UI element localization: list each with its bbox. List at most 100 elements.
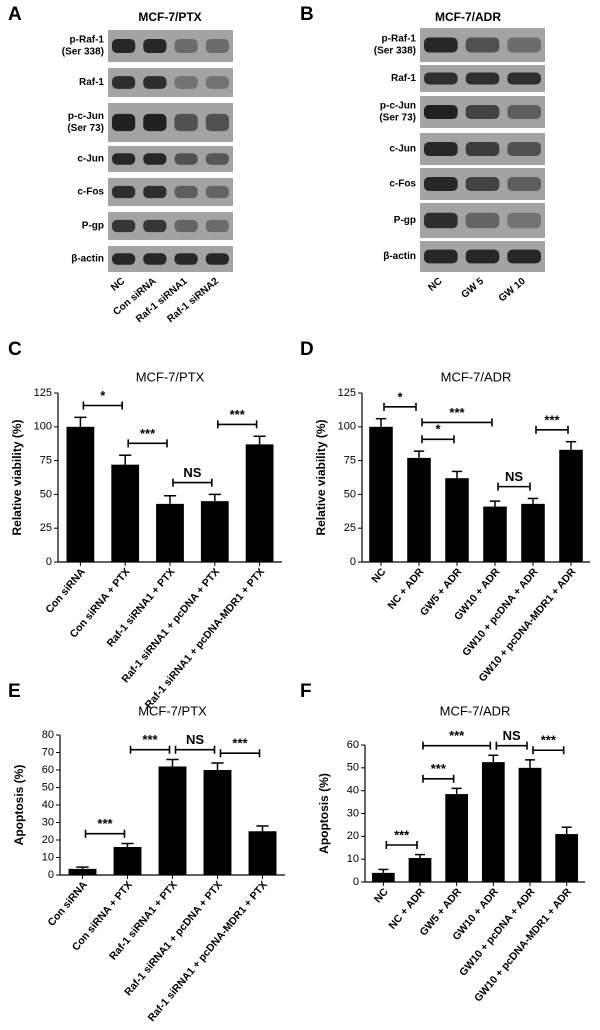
significance-label: * [397,389,403,404]
bar [248,831,277,875]
y-tick-label: 75 [344,455,356,467]
bar [559,449,583,562]
significance-bracket [532,746,565,755]
blot-band [112,153,136,165]
blot-band [507,141,541,157]
y-tick-label: 50 [42,781,54,793]
chart-title: MCF-7/PTX [136,369,205,384]
blot-band [424,104,458,120]
significance-bracket [174,745,216,754]
y-tick-label: 0 [350,556,356,568]
blot-band [205,185,229,199]
significance-label: *** [394,827,410,842]
protein-label: c-Fos [77,187,104,198]
significance-label: NS [186,732,204,747]
significance-bracket [385,841,418,850]
blot-band [465,249,500,264]
significance-label: * [100,388,106,403]
y-tick-label: 10 [347,853,359,865]
significance-bracket [129,745,171,754]
y-tick-label: 30 [347,807,359,819]
blot-title: MCF-7/ADR [435,10,501,24]
blot-band [465,37,500,53]
blot-band [507,212,541,229]
y-tick-label: 50 [344,488,356,500]
bar [371,872,395,882]
y-tick-label: 30 [42,816,54,828]
bar [113,847,142,875]
blot-band [465,104,500,120]
y-tick-label: 25 [344,522,356,534]
blot-band [112,113,136,132]
chart-title: MCF-7/ADR [440,703,511,718]
protein-label: (Ser 338) [374,46,416,57]
bar [407,457,431,562]
bar [518,767,542,882]
protein-label: Raf-1 [391,73,416,84]
significance-label: *** [230,407,246,422]
bar [200,501,229,562]
significance-bracket [219,749,261,758]
y-tick-label: 50 [40,488,52,500]
significance-label: * [435,422,441,437]
y-tick-label: 0 [48,869,54,881]
blot-band [112,219,136,233]
blot-band [143,185,167,199]
x-tick-label: NC [372,886,391,906]
y-axis-label: Relative viability (%) [314,419,328,535]
protein-label: β-actin [71,254,104,265]
y-tick-label: 0 [353,876,359,888]
blot-band [465,212,500,229]
y-tick-label: 60 [347,739,359,751]
blot-band [174,153,198,165]
protein-label: p-Raf-1 [382,34,417,45]
blot-band [143,219,167,233]
bar [483,506,507,562]
significance-bracket [84,829,126,838]
bar [408,858,432,882]
significance-label: *** [142,732,158,747]
significance-bracket [495,741,528,750]
blot-band [424,72,458,85]
lane-label: GW 10 [497,276,528,305]
bar [156,503,184,562]
y-tick-label: 125 [34,387,52,399]
significance-bracket [421,418,493,427]
x-tick-label: GW10 + pcDNA + ADR [460,566,541,659]
bar [369,426,393,562]
blot-band [205,38,229,54]
significance-bracket [383,402,417,411]
blot-band [507,249,541,264]
significance-label: *** [431,761,447,776]
y-tick-label: 25 [40,522,52,534]
significance-label: *** [97,816,113,831]
significance-bracket [535,425,569,434]
significance-bracket [422,774,455,783]
lane-label: NC [109,276,127,294]
protein-label: (Ser 73) [379,113,416,124]
protein-label: P-gp [394,215,416,226]
blot-band [465,176,500,192]
significance-label: *** [449,405,465,420]
bar [245,444,274,562]
blot-band [174,76,198,89]
bar [203,770,232,875]
blot-band [143,153,167,165]
protein-label: p-Raf-1 [70,35,105,46]
blot-band [205,253,229,265]
blot-band [143,253,167,265]
blot-band [507,176,541,192]
y-tick-label: 80 [42,729,54,741]
bar [555,834,579,882]
blot-band [205,153,229,165]
panel-letter: E [8,681,21,702]
y-axis-label: Relative viability (%) [10,419,24,535]
significance-bracket [82,401,123,410]
blot-band [465,72,500,85]
y-tick-label: 75 [40,455,52,467]
blot-band [174,185,198,199]
significance-bracket [172,478,213,487]
x-tick-label: Con siRNA [45,879,90,929]
bar [111,464,140,562]
